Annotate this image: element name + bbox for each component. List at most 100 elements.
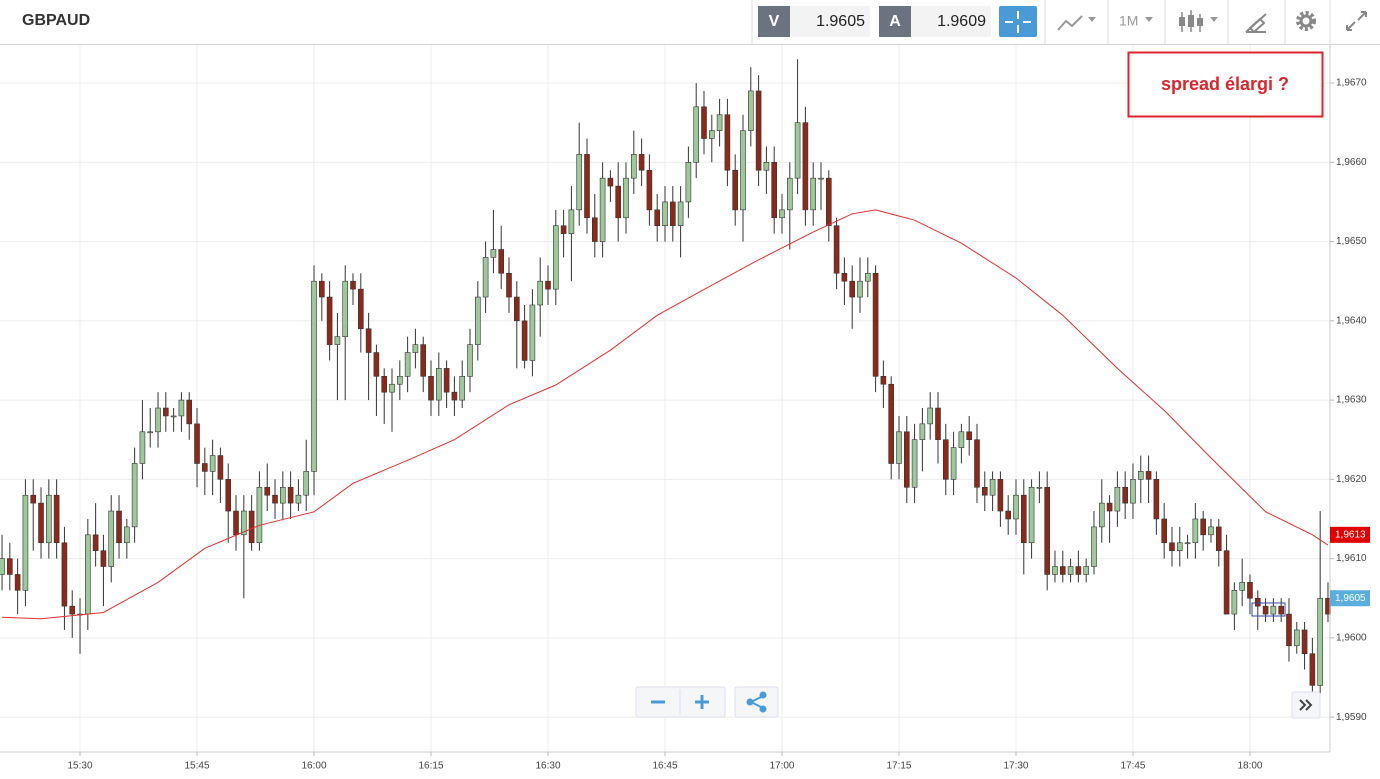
candle-body [553,225,559,290]
candle-body [771,162,777,219]
candle-body [92,534,99,551]
candle-body [1270,605,1277,615]
candle-body [272,494,278,504]
buy-button[interactable]: A 1.9609 [879,6,991,37]
candle-body [1254,597,1261,607]
share-dot[interactable] [759,705,767,713]
chart-type-button[interactable] [1057,15,1096,31]
y-tick-label: 1,9620 [1336,474,1367,485]
candle-body [412,344,419,353]
candle-body [1293,629,1300,647]
candle-body [7,558,13,575]
sell-label[interactable]: V [769,13,780,30]
candle-body [802,122,809,211]
sell-label-box[interactable] [758,6,790,37]
candle-body [1200,518,1206,536]
candle-body [131,463,138,528]
gear-icon[interactable] [1299,14,1313,28]
candle-icon[interactable] [1197,18,1203,26]
dropdown-arrow[interactable] [1145,17,1153,22]
y-tick-label: 1,9590 [1336,712,1367,723]
candle-body [935,407,941,441]
candle-body [825,177,832,227]
candle-body [966,431,972,441]
candle-icon[interactable] [1179,17,1185,26]
candle-body [669,201,676,227]
candle-body [677,201,684,227]
share-dot[interactable] [746,698,754,706]
dropdown-arrow[interactable] [1088,17,1096,22]
candle-body [716,114,723,131]
candle-type-button[interactable] [1179,10,1218,32]
candle-body [872,272,879,377]
candle-body [482,257,489,298]
candle-body [849,280,855,298]
candle-body [1083,566,1089,575]
crosshair-icon[interactable] [1005,11,1031,33]
candle-body [942,439,949,480]
candle-body [53,494,60,544]
y-tick-label: 1,9600 [1336,633,1367,644]
candle-body [576,154,583,211]
candle-body [498,249,505,274]
candle-body [888,383,894,464]
share-button[interactable] [734,686,779,718]
candle-body [755,90,762,171]
timeframe[interactable]: 1M [1119,13,1138,29]
x-tick-label: 16:00 [301,761,326,772]
zoom-in[interactable] [695,695,709,709]
candle-body [607,177,614,187]
candle-body [1145,471,1152,480]
candle-body [85,534,91,615]
candle-body [599,177,606,242]
share-dot[interactable] [759,691,767,699]
candle-body [116,510,122,544]
buy-price-box[interactable] [911,6,991,37]
candle-body [451,391,458,401]
buy-label[interactable]: A [889,13,901,30]
candle-body [467,344,473,377]
crosshair-bg[interactable] [999,6,1037,37]
candle-body [436,368,442,401]
dropdown-arrow[interactable] [1210,17,1218,22]
candle-body [786,177,793,211]
candle-body [1052,566,1058,575]
candle-body [194,423,200,464]
candle-body [833,225,840,274]
candle-body [1247,582,1253,599]
candle-body [685,162,692,203]
sell-price[interactable]: 1.9605 [816,13,865,30]
y-tick-label: 1,9670 [1336,78,1367,89]
candle-body [233,510,239,536]
sell-button[interactable]: V 1.9605 [758,6,870,37]
drawing-button[interactable] [1245,13,1267,34]
fullscreen-button[interactable] [1346,11,1367,31]
timeframe-button[interactable]: 1M [1119,13,1153,29]
candle-body [280,486,286,504]
settings-button[interactable] [1296,11,1316,31]
gear-teeth[interactable] [1296,11,1316,31]
candle-body [404,352,411,377]
candle-body [178,399,185,417]
candle-body [623,177,629,219]
candle-body [662,201,668,227]
expand-icon[interactable] [1346,11,1367,31]
candle-body [1192,518,1199,544]
candle-body [1309,653,1316,686]
candle-body [1067,566,1074,575]
scroll-end-icon[interactable] [1299,699,1313,711]
candle-icon[interactable] [1188,15,1194,27]
drawing-icon[interactable] [1245,13,1267,34]
buy-price[interactable]: 1.9609 [937,13,986,30]
crosshair-button[interactable] [999,6,1037,37]
candle-body [506,272,512,298]
line-icon[interactable] [1057,15,1083,31]
sell-price-box[interactable] [790,6,870,37]
candle-body [724,114,731,171]
candle-body [389,383,395,393]
candle-body [1005,510,1011,520]
candle-body [568,209,575,234]
buy-label-box[interactable] [879,6,911,37]
candle-body [592,217,598,242]
candle-body [1215,526,1222,551]
